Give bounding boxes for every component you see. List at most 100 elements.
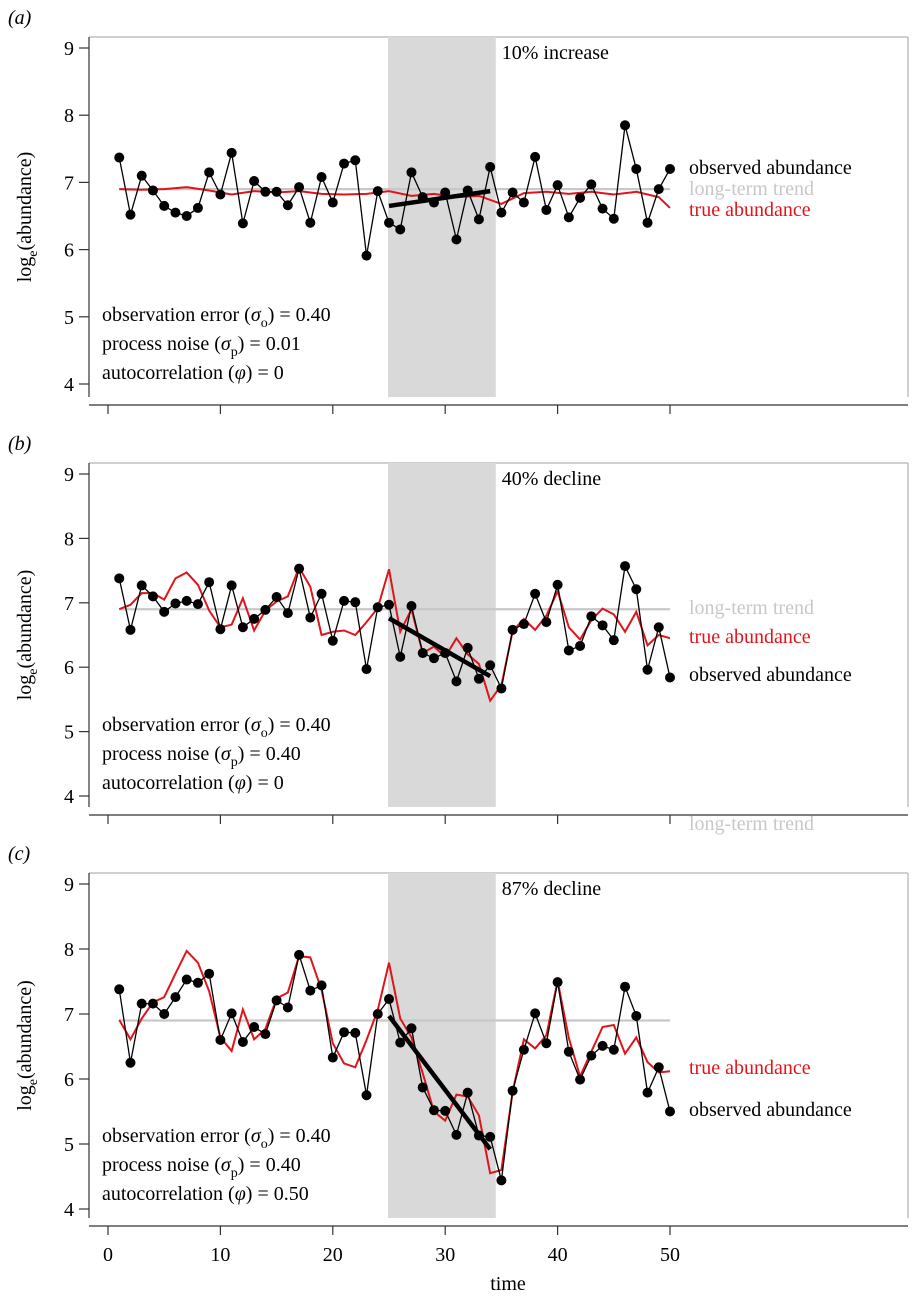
observed-point [417, 1082, 428, 1093]
observed-point [417, 648, 428, 659]
observed-point [563, 1046, 574, 1057]
observed-point [125, 1057, 136, 1068]
observed-point [552, 180, 563, 191]
x-tick-label: 40 [548, 1244, 568, 1266]
observed-point [440, 1105, 451, 1116]
observed-point [260, 604, 271, 615]
observed-point [473, 214, 484, 225]
observed-point [159, 1009, 170, 1019]
observed-point [496, 1175, 507, 1186]
observed-point [271, 186, 282, 197]
observed-point [384, 994, 394, 1005]
observed-point [192, 977, 203, 988]
observed-point [294, 949, 305, 960]
panel-c: (c) 4 5 6 7 8 9 0 10 20 30 40 50 loge(abundance) 87% d… [8, 813, 909, 1266]
observed-point [192, 599, 203, 610]
legend-observed-abundance: observed abundance [689, 1099, 852, 1121]
observed-point [462, 1087, 473, 1098]
y-tick-label: 6 [64, 657, 74, 679]
observed-point [518, 1044, 529, 1055]
shaded-window [388, 463, 496, 807]
observed-point [125, 209, 136, 220]
y-tick-label: 7 [64, 172, 74, 194]
observed-point [485, 660, 496, 671]
observed-point [260, 1029, 271, 1040]
observed-point [350, 155, 361, 166]
observed-point [114, 152, 125, 163]
observed-point [406, 1023, 417, 1034]
trend-annotation: 10% increase [502, 42, 609, 64]
observed-point [518, 197, 529, 208]
observed-point [597, 620, 608, 631]
observed-point [316, 588, 327, 599]
observed-point [620, 561, 631, 572]
y-tick-label: 4 [64, 1199, 74, 1221]
observed-point [170, 207, 181, 218]
observed-point [653, 1062, 664, 1073]
observed-point [226, 580, 237, 591]
observed-point [552, 977, 563, 988]
observed-point [541, 204, 552, 215]
observed-point [226, 147, 237, 158]
observed-point [282, 200, 293, 211]
observed-point [653, 184, 664, 195]
observed-point [350, 597, 361, 608]
observed-point [440, 187, 451, 198]
observed-point [204, 577, 215, 588]
y-tick-label: 4 [64, 786, 74, 808]
observed-point [327, 197, 338, 208]
observed-point [125, 624, 136, 635]
y-axis-title: loge(abundance) [14, 980, 41, 1111]
window-trend-line [387, 1014, 492, 1151]
observed-point [462, 642, 473, 653]
panel-b: (b) 4 5 6 7 8 9 loge(abundance) 40% decline long-… [8, 433, 909, 824]
observed-point [541, 617, 552, 628]
observed-point [159, 200, 170, 211]
observed-point [653, 622, 664, 633]
observed-point [305, 985, 316, 996]
observed-point [406, 601, 417, 612]
observed-point [350, 1027, 361, 1038]
observed-point [136, 170, 147, 181]
observed-point [597, 203, 608, 214]
observed-point [327, 1052, 338, 1063]
observed-point [395, 651, 406, 662]
observed-point [226, 1008, 237, 1019]
panel-label: (a) [8, 7, 32, 29]
y-tick-label: 8 [64, 105, 74, 127]
observed-point [518, 619, 529, 630]
observed-point [249, 1022, 260, 1032]
observed-point [136, 998, 147, 1009]
observed-point [428, 1105, 439, 1116]
observed-point [192, 202, 203, 213]
shaded-window [388, 873, 496, 1218]
observed-point [181, 595, 192, 606]
param-line: autocorrelation (φ) = 0 [102, 362, 284, 384]
observed-point [215, 189, 226, 200]
observed-point [170, 598, 181, 609]
observed-point [620, 120, 631, 131]
observed-point [608, 213, 619, 224]
observed-point [294, 182, 305, 193]
legend-long-term-trend: long-term trend [689, 178, 814, 200]
param-line: process noise (σp) = 0.40 [102, 1154, 301, 1181]
series-line-true-abundance [118, 949, 671, 1175]
observed-point [316, 980, 327, 991]
observed-point [642, 1087, 653, 1098]
observed-point [271, 995, 282, 1006]
observed-point [406, 167, 417, 178]
observed-point [237, 218, 248, 229]
legend-long-term-trend: long-term trend [689, 597, 814, 619]
observed-point [339, 158, 350, 169]
observed-point [339, 595, 350, 606]
observed-point [305, 612, 316, 623]
observed-point [507, 1085, 518, 1096]
legend-long-term-trend: long-term trend [689, 813, 814, 835]
x-tick-label: 20 [323, 1244, 343, 1266]
observed-point [485, 161, 496, 172]
legend-true-abundance: true abundance [689, 626, 811, 648]
observed-point [563, 645, 574, 656]
x-tick-label: 10 [210, 1244, 230, 1266]
observed-point [271, 592, 282, 603]
observed-point [361, 1090, 372, 1101]
